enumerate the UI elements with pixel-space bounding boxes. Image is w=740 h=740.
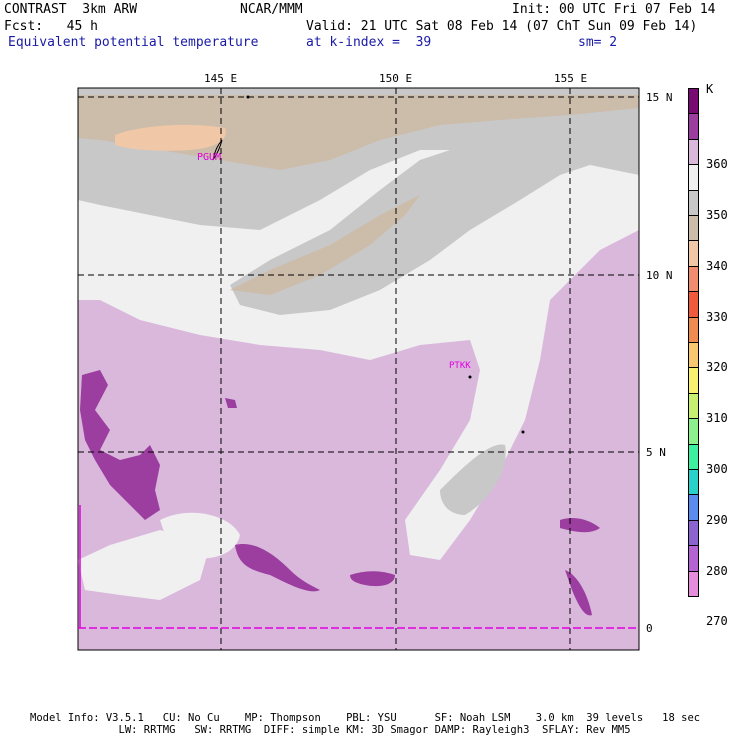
station-label-pgum: PGUM (197, 152, 222, 163)
colorbar-cell (688, 164, 699, 191)
colorbar-label: 340 (706, 258, 728, 273)
lat-label-10n: 10 N (646, 269, 673, 282)
field-grey-east-island (440, 444, 506, 515)
field-orange-patch (115, 124, 226, 151)
colorbar-cell (688, 291, 699, 318)
field-white-patch-center (160, 512, 240, 559)
lat-label-5n: 5 N (646, 446, 666, 459)
valid-time: Valid: 21 UTC Sat 08 Feb 14 (07 ChT Sun … (306, 19, 698, 34)
field-dark-purple-south (235, 544, 320, 592)
theta-e-field (78, 88, 639, 650)
colorbar-cell (688, 519, 699, 547)
init-time: Init: 00 UTC Fri 07 Feb 14 (512, 2, 716, 17)
model-info-line2: LW: RRTMG SW: RRTMG DIFF: simple KM: 3D … (30, 724, 631, 736)
model-title: CONTRAST 3km ARW (4, 2, 138, 17)
island-marker (246, 95, 250, 99)
model-info-line1: Model Info: V3.5.1 CU: No Cu MP: Thompso… (30, 712, 701, 724)
colorbar-label: 360 (706, 157, 728, 172)
map-frame (77, 87, 640, 651)
colorbar-cell (688, 469, 699, 496)
station-label-ptkk: PTKK (449, 361, 471, 371)
lon-label-145e: 145 E (204, 72, 238, 85)
lat-label-15n: 15 N (646, 91, 673, 104)
colorbar-cell (688, 367, 699, 394)
colorbar-cell (688, 342, 699, 369)
colorbar-cell (688, 138, 699, 166)
guam-coastline (212, 139, 223, 161)
chuuk-coastline (468, 375, 472, 379)
colorbar-cell (688, 88, 699, 115)
colorbar-label: 350 (706, 208, 728, 222)
smoothing-label: sm= 2 (578, 35, 618, 50)
colorbar-cell (688, 570, 699, 597)
field-tan-diagonal (230, 195, 420, 295)
lon-label-155e: 155 E (554, 72, 588, 85)
field-dark-purple-small (225, 398, 237, 408)
colorbar-cell (688, 494, 699, 521)
lon-label-150e: 150 E (379, 72, 413, 85)
colorbar-cell (688, 418, 699, 445)
colorbar-cell (688, 215, 699, 242)
lat-lon-grid (78, 88, 639, 650)
colorbar-label: 310 (706, 411, 728, 426)
colorbar-cell (688, 265, 699, 293)
colorbar-unit: K (706, 82, 714, 96)
colorbar-cell (688, 113, 699, 140)
colorbar-cell (688, 392, 699, 420)
colorbar-cell (688, 240, 699, 267)
colorbar-cell (688, 545, 699, 572)
field-dark-purple-west (80, 370, 160, 520)
colorbar-cell (688, 189, 699, 216)
forecast-hour: Fcst: 45 h (4, 19, 98, 34)
colorbar-label: 290 (706, 512, 728, 527)
pohnpei-coastline (521, 430, 525, 434)
lat-label-0: 0 (646, 622, 653, 635)
level-index: at k-index = 39 (306, 35, 432, 50)
field-dark-purple-southeast (565, 570, 592, 616)
institution-label: NCAR/MMM (240, 2, 303, 17)
field-dark-purple-mid (350, 571, 395, 587)
colorbar-label: 270 (706, 614, 728, 629)
colorbar-cell (688, 443, 699, 470)
colorbar-label: 300 (706, 462, 728, 476)
field-name: Equivalent potential temperature (8, 35, 259, 50)
colorbar-label: 330 (706, 309, 728, 324)
colorbar-cell (688, 316, 699, 343)
colorbar-label: 280 (706, 563, 728, 578)
colorbar-label: 320 (706, 360, 728, 375)
